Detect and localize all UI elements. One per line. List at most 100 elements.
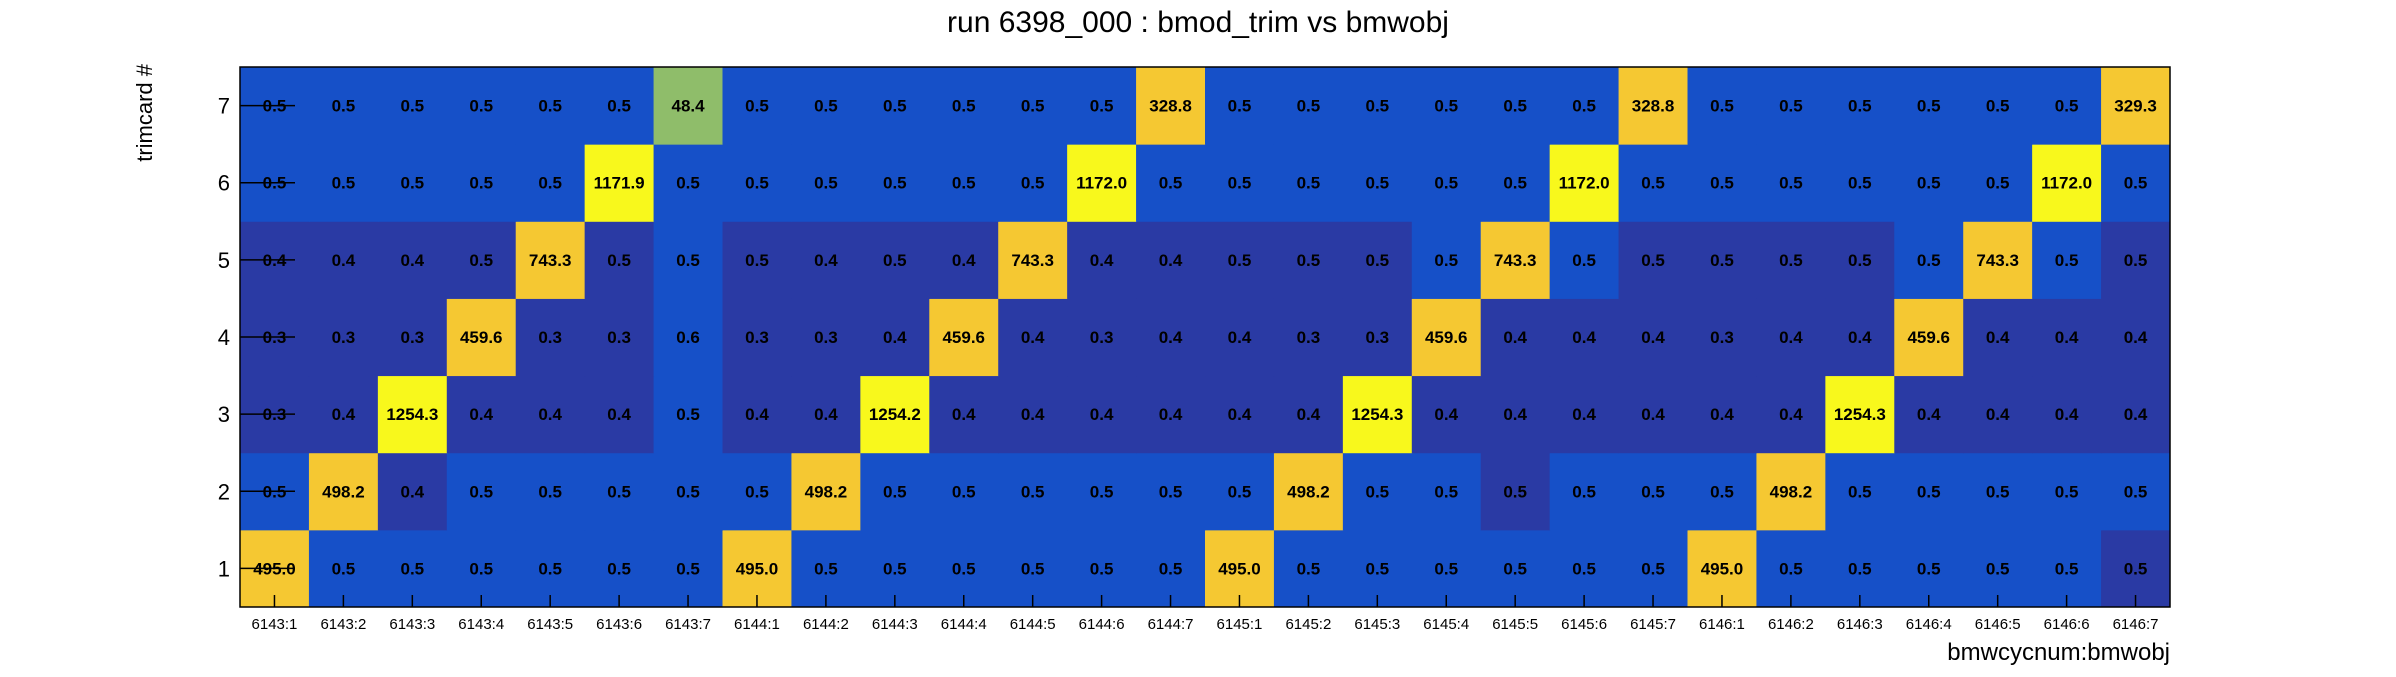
heatmap-cell (1687, 298, 1757, 377)
cell-value-label: 0.5 (1297, 559, 1321, 578)
heatmap-cell (1687, 529, 1757, 608)
y-tick-label: 2 (218, 479, 230, 504)
cell-value-label: 0.5 (1366, 174, 1390, 193)
x-tick-label: 6144:3 (872, 616, 918, 633)
cell-value-label: 0.5 (1848, 559, 1872, 578)
cell-value-label: 743.3 (1011, 251, 1054, 270)
cell-value-label: 0.5 (1228, 251, 1252, 270)
heatmap-cell (446, 529, 517, 608)
x-tick-label: 6146:3 (1837, 616, 1883, 633)
cell-value-label: 0.5 (1090, 97, 1114, 116)
cell-value-label: 0.4 (1090, 251, 1114, 270)
heatmap-cell (1480, 298, 1551, 377)
cell-value-label: 0.5 (1848, 251, 1872, 270)
cell-value-label: 0.5 (883, 482, 907, 501)
cell-value-label: 0.3 (1710, 328, 1734, 347)
heatmap-cell (2032, 221, 2102, 299)
cell-value-label: 0.5 (1434, 482, 1458, 501)
x-tick-label: 6146:5 (1975, 616, 2021, 633)
cell-value-label: 0.5 (1297, 251, 1321, 270)
cell-value-label: 0.4 (1228, 328, 1252, 347)
cell-value-label: 0.4 (1986, 328, 2010, 347)
heatmap-cell (1756, 144, 1826, 222)
heatmap-cell (1480, 144, 1551, 222)
heatmap-cell (998, 67, 1068, 145)
heatmap-cell (308, 221, 379, 299)
cell-value-label: 0.4 (814, 405, 838, 424)
heatmap-cell (1273, 375, 1344, 454)
heatmap-cell (584, 67, 655, 145)
heatmap-cell (377, 67, 448, 145)
cell-value-label: 0.5 (952, 174, 976, 193)
cell-value-label: 0.3 (1366, 328, 1390, 347)
cell-value-label: 0.5 (1572, 251, 1596, 270)
y-tick-label: 6 (218, 171, 230, 196)
cell-value-label: 0.5 (1917, 174, 1941, 193)
heatmap-cell (1687, 67, 1757, 145)
heatmap-cell (722, 298, 792, 377)
heatmap-cell (722, 144, 792, 222)
heatmap-cell (791, 67, 861, 145)
cell-value-label: 0.5 (745, 251, 769, 270)
cell-value-label: 0.4 (883, 328, 907, 347)
cell-value-label: 0.3 (332, 328, 356, 347)
heatmap-cell (860, 298, 930, 377)
cell-value-label: 0.5 (1710, 174, 1734, 193)
cell-value-label: 495.0 (1218, 559, 1261, 578)
cell-value-label: 0.5 (1434, 174, 1458, 193)
x-tick-label: 6145:4 (1423, 616, 1469, 633)
heatmap-cell (929, 221, 999, 299)
cell-value-label: 0.5 (1986, 482, 2010, 501)
heatmap-cell (1411, 529, 1482, 608)
cell-value-label: 0.5 (676, 251, 700, 270)
heatmap-cell (998, 529, 1068, 608)
cell-value-label: 1171.9 (594, 174, 645, 193)
x-tick-label: 6144:5 (1010, 616, 1056, 633)
heatmap-cell (1549, 529, 1620, 608)
cell-value-label: 1254.3 (1351, 405, 1403, 424)
heatmap-cell (653, 375, 723, 454)
heatmap-cell (1136, 67, 1206, 145)
cell-value-label: 0.4 (332, 251, 356, 270)
heatmap-cell (515, 67, 586, 145)
heatmap-cell (1825, 298, 1895, 377)
cell-value-label: 0.5 (2055, 482, 2079, 501)
heatmap-cell (1687, 452, 1757, 531)
x-tick-label: 6145:2 (1285, 616, 1331, 633)
cell-value-label: 0.5 (1021, 482, 1045, 501)
heatmap-cell (515, 298, 586, 377)
cell-value-label: 0.3 (607, 328, 631, 347)
cell-value-label: 0.5 (469, 174, 493, 193)
cell-value-label: 0.5 (469, 482, 493, 501)
heatmap-cell (1756, 298, 1826, 377)
heatmap-cell (1825, 529, 1895, 608)
cell-value-label: 0.5 (952, 559, 976, 578)
heatmap-cell (860, 67, 930, 145)
x-tick-label: 6146:6 (2044, 616, 2090, 633)
heatmap-cell (515, 221, 586, 299)
cell-value-label: 0.6 (676, 328, 700, 347)
heatmap-cell (1136, 221, 1206, 299)
cell-value-label: 0.4 (1710, 405, 1734, 424)
x-tick-label: 6146:4 (1906, 616, 1952, 633)
heatmap-cell (1205, 144, 1275, 222)
heatmap-cell (1067, 452, 1137, 531)
cell-value-label: 0.5 (1021, 559, 1045, 578)
cell-value-label: 0.4 (1159, 405, 1183, 424)
cell-value-label: 0.5 (332, 174, 356, 193)
heatmap-cell (584, 144, 655, 222)
heatmap-cell (1687, 375, 1757, 454)
heatmap-cell (1067, 144, 1137, 222)
heatmap-cell (515, 144, 586, 222)
cell-value-label: 0.5 (1572, 559, 1596, 578)
y-tick-label: 4 (218, 325, 230, 350)
heatmap-cell (1342, 452, 1413, 531)
cell-value-label: 743.3 (1976, 251, 2019, 270)
heatmap-cell (791, 221, 861, 299)
cell-value-label: 0.5 (1297, 174, 1321, 193)
cell-value-label: 0.5 (607, 482, 631, 501)
axis-ticks (240, 104, 2137, 607)
cell-value-label: 0.4 (401, 251, 425, 270)
cell-value-label: 459.6 (1425, 328, 1468, 347)
